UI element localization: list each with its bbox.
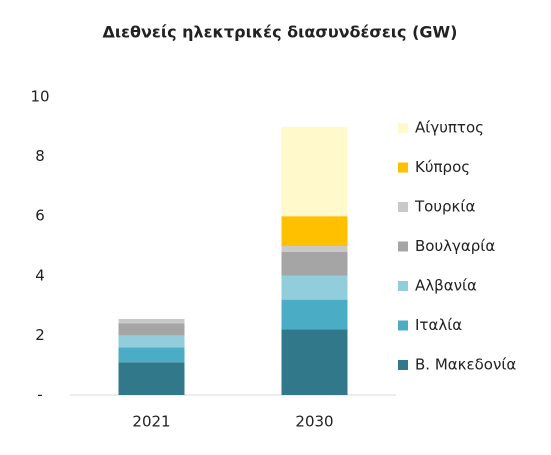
bar-segment: [281, 275, 348, 300]
legend-label: Τουρκία: [414, 198, 475, 216]
y-tick-label: -: [37, 386, 42, 404]
legend-label: Αίγυπτος: [415, 119, 484, 137]
legend-swatch: [398, 281, 408, 291]
y-tick-label: 10: [30, 88, 49, 106]
y-tick-label: 2: [35, 326, 45, 344]
bar-segment: [118, 335, 185, 348]
legend-label: Ιταλία: [415, 316, 462, 334]
legend-label: Β. Μακεδονία: [415, 356, 516, 374]
bar-segment: [118, 362, 185, 395]
bar-segment: [281, 216, 348, 246]
bar-segment: [281, 126, 348, 217]
bar-segment: [281, 246, 348, 252]
legend-swatch: [398, 202, 408, 212]
legend-label: Βουλγαρία: [415, 237, 495, 255]
legend-label: Κύπρος: [415, 158, 470, 176]
legend-swatch: [398, 123, 408, 133]
bar-segment: [281, 329, 348, 395]
y-tick-label: 6: [35, 207, 45, 225]
bar-segment: [118, 319, 185, 324]
bar-segment: [281, 251, 348, 276]
bar-segment: [118, 347, 185, 363]
legend-swatch: [398, 241, 408, 252]
bar-segment: [281, 299, 348, 330]
x-tick-label: 2021: [132, 413, 170, 431]
bar-segment: [118, 323, 185, 336]
y-tick-label: 4: [35, 266, 45, 284]
legend-swatch: [398, 162, 408, 173]
x-tick-label: 2030: [295, 413, 333, 431]
legend-swatch: [398, 360, 408, 370]
legend-swatch: [398, 320, 408, 331]
y-tick-label: 8: [35, 147, 45, 165]
chart-title: Διεθνείς ηλεκτρικές διασυνδέσεις (GW): [103, 23, 458, 42]
legend-label: Αλβανία: [415, 277, 477, 295]
